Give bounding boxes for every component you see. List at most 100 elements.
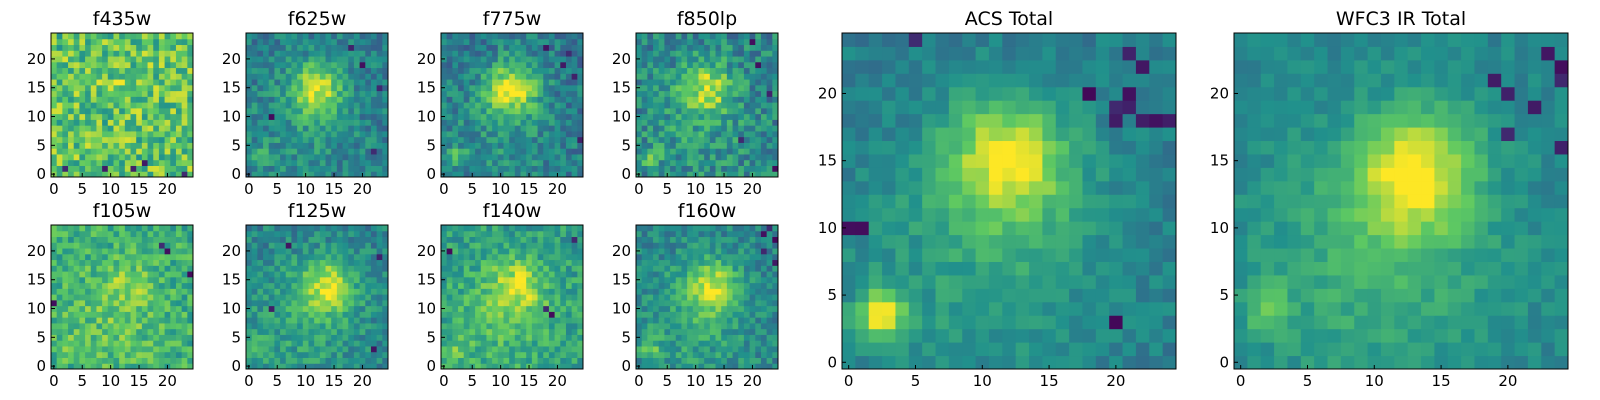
heatmap-cell: [698, 148, 705, 155]
heatmap-cell: [664, 67, 671, 74]
heatmap-cell: [463, 236, 470, 243]
heatmap-cell: [342, 299, 349, 307]
heatmap-cell: [107, 294, 114, 301]
heatmap-cell: [537, 107, 544, 115]
heatmap-cell: [726, 159, 734, 166]
heatmap-cell: [704, 357, 711, 364]
heatmap-cell: [274, 90, 281, 97]
heatmap-cell: [698, 56, 705, 63]
heatmap-cell: [359, 322, 366, 330]
heatmap-cell: [698, 322, 705, 330]
heatmap-cell: [370, 363, 378, 370]
heatmap-cell: [715, 113, 722, 120]
heatmap-cell: [469, 271, 476, 278]
heatmap-cell: [687, 265, 694, 272]
heatmap-cell: [486, 317, 493, 324]
heatmap-cell: [641, 334, 648, 341]
heatmap-cell: [297, 113, 304, 120]
heatmap-cell: [170, 225, 177, 232]
heatmap-cell: [709, 165, 717, 172]
heatmap-cell: [136, 288, 143, 295]
heatmap-cell: [486, 230, 493, 238]
heatmap-cell: [647, 294, 654, 301]
heatmap-cell: [102, 230, 109, 238]
heatmap-cell: [119, 125, 126, 132]
heatmap-cell: [342, 363, 349, 370]
heatmap-cell: [469, 299, 476, 307]
heatmap-cell: [452, 33, 459, 40]
heatmap-cell: [675, 153, 682, 161]
heatmap-cell: [458, 84, 465, 92]
heatmap-cell: [119, 311, 126, 318]
heatmap-cell: [709, 79, 717, 86]
heatmap-cell: [526, 79, 533, 86]
y-tick-label: 15: [222, 271, 241, 289]
heatmap-cell: [164, 357, 171, 364]
heatmap-cell: [359, 119, 366, 126]
heatmap-cell: [365, 136, 372, 143]
heatmap-cell: [348, 225, 355, 232]
heatmap-cell: [537, 305, 544, 312]
heatmap-cell: [187, 102, 194, 109]
heatmap-cell: [560, 294, 567, 301]
heatmap-cell: [554, 102, 561, 109]
heatmap-cell: [79, 107, 86, 115]
heatmap-cell: [153, 357, 160, 364]
heatmap-cell: [73, 159, 80, 166]
heatmap-cell: [107, 345, 114, 353]
heatmap-cell: [274, 102, 281, 109]
y-tick-label: 20: [222, 242, 241, 260]
heatmap-cell: [755, 294, 762, 301]
heatmap-cell: [653, 153, 660, 161]
heatmap-cell: [119, 294, 126, 301]
heatmap-cell: [56, 153, 63, 161]
heatmap-cell: [475, 265, 482, 272]
heatmap-cell: [342, 90, 349, 97]
heatmap-cell: [636, 357, 643, 364]
heatmap-cell: [760, 363, 768, 370]
heatmap-cell: [85, 44, 92, 51]
heatmap-cell: [280, 33, 287, 40]
heatmap-cell: [446, 288, 453, 295]
heatmap-cell: [749, 44, 756, 51]
heatmap-cell: [348, 259, 355, 266]
heatmap-cell: [509, 56, 516, 63]
heatmap-cell: [692, 102, 699, 109]
heatmap-cell: [766, 33, 773, 40]
heatmap-cell: [73, 311, 80, 318]
heatmap-cell: [268, 340, 275, 347]
heatmap-cell: [107, 90, 114, 97]
heatmap-cell: [726, 322, 734, 330]
heatmap-cell: [458, 271, 465, 278]
heatmap-cell: [285, 67, 292, 74]
heatmap-cell: [732, 299, 739, 307]
heatmap-cell: [543, 311, 550, 318]
heatmap-cell: [514, 130, 522, 138]
heatmap-cell: [554, 294, 561, 301]
heatmap-cell: [291, 90, 298, 97]
heatmap-cell: [365, 73, 372, 80]
heatmap-cell: [565, 148, 573, 155]
heatmap-cell: [715, 276, 722, 284]
heatmap-cell: [268, 334, 275, 341]
heatmap-cell: [537, 50, 544, 57]
heatmap-cell: [492, 113, 499, 120]
heatmap-cell: [302, 130, 309, 138]
heatmap-cell: [181, 107, 188, 115]
heatmap-cell: [514, 363, 522, 370]
heatmap-cell: [56, 322, 63, 330]
heatmap-cell: [348, 165, 355, 172]
heatmap-cell: [641, 294, 648, 301]
heatmap-cell: [692, 282, 699, 289]
heatmap-cell: [509, 61, 516, 69]
heatmap-cell: [531, 79, 539, 86]
heatmap-cell: [85, 305, 92, 312]
heatmap-cell: [492, 148, 499, 155]
heatmap-cell: [285, 363, 292, 370]
heatmap-cell: [141, 288, 149, 295]
heatmap-cell: [359, 357, 366, 364]
heatmap-cell: [124, 236, 132, 243]
heatmap-cell: [755, 38, 762, 46]
heatmap-cell: [520, 33, 527, 40]
heatmap-cell: [187, 107, 194, 115]
